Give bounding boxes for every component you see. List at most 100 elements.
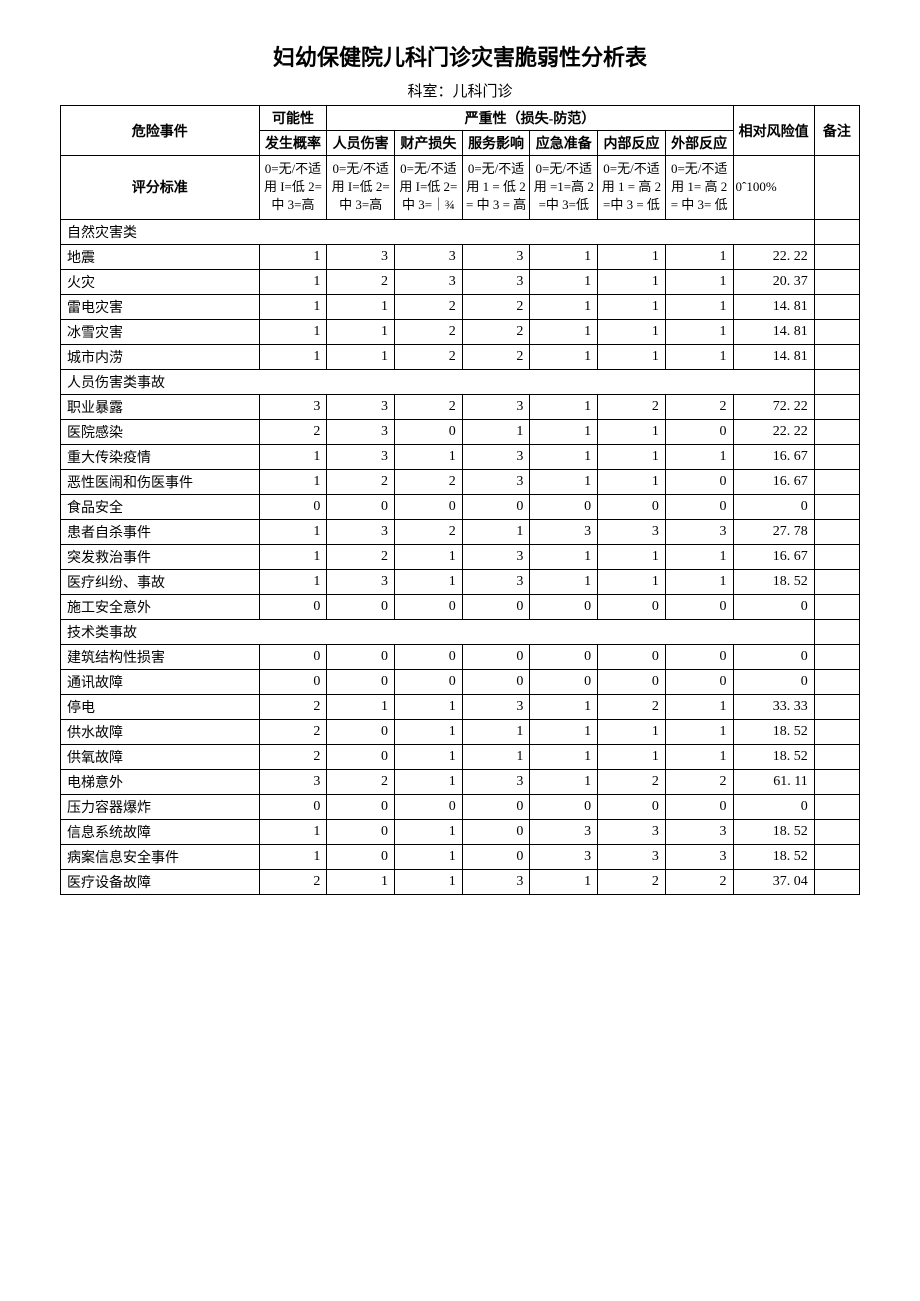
section-row: 技术类事故 bbox=[61, 619, 860, 644]
value-cell: 2 bbox=[327, 769, 395, 794]
hdr-prob-group: 可能性 bbox=[259, 106, 327, 131]
value-cell: 3 bbox=[259, 769, 327, 794]
section-label: 技术类事故 bbox=[61, 619, 815, 644]
hdr-c3: 服务影响 bbox=[462, 131, 530, 156]
table-row: 地震133311122. 22 bbox=[61, 244, 860, 269]
section-label: 人员伤害类事故 bbox=[61, 369, 815, 394]
event-cell: 城市内涝 bbox=[61, 344, 260, 369]
value-cell: 2 bbox=[665, 869, 733, 894]
value-cell: 1 bbox=[598, 344, 666, 369]
hdr-risk: 相对风险值 bbox=[733, 106, 814, 156]
value-cell: 1 bbox=[530, 869, 598, 894]
table-row: 建筑结构性损害00000000 bbox=[61, 644, 860, 669]
risk-cell: 18. 52 bbox=[733, 844, 814, 869]
value-cell: 0 bbox=[462, 594, 530, 619]
value-cell: 1 bbox=[259, 569, 327, 594]
value-cell: 1 bbox=[598, 569, 666, 594]
value-cell: 0 bbox=[327, 744, 395, 769]
event-cell: 恶性医闹和伤医事件 bbox=[61, 469, 260, 494]
hdr-note: 备注 bbox=[814, 106, 859, 156]
value-cell: 0 bbox=[259, 594, 327, 619]
value-cell: 3 bbox=[665, 519, 733, 544]
value-cell: 2 bbox=[259, 744, 327, 769]
value-cell: 0 bbox=[665, 469, 733, 494]
value-cell: 0 bbox=[665, 494, 733, 519]
table-row: 医疗纠纷、事故131311118. 52 bbox=[61, 569, 860, 594]
value-cell: 1 bbox=[598, 419, 666, 444]
risk-cell: 0 bbox=[733, 594, 814, 619]
criteria-prob: 0=无/不适用 I=低 2=中 3=高 bbox=[259, 156, 327, 220]
value-cell: 0 bbox=[395, 794, 463, 819]
table-row: 火灾123311120. 37 bbox=[61, 269, 860, 294]
value-cell: 3 bbox=[327, 244, 395, 269]
value-cell: 3 bbox=[327, 419, 395, 444]
event-cell: 重大传染疫情 bbox=[61, 444, 260, 469]
table-row: 停电211312133. 33 bbox=[61, 694, 860, 719]
value-cell: 0 bbox=[665, 669, 733, 694]
note-cell bbox=[814, 569, 859, 594]
value-cell: 1 bbox=[259, 444, 327, 469]
section-note bbox=[814, 619, 859, 644]
table-row: 供氧故障201111118. 52 bbox=[61, 744, 860, 769]
value-cell: 3 bbox=[530, 819, 598, 844]
section-label: 自然灾害类 bbox=[61, 219, 815, 244]
value-cell: 1 bbox=[462, 519, 530, 544]
table-row: 医院感染230111022. 22 bbox=[61, 419, 860, 444]
value-cell: 1 bbox=[327, 694, 395, 719]
value-cell: 0 bbox=[462, 644, 530, 669]
criteria-risk: 0ˆ100% bbox=[733, 156, 814, 220]
event-cell: 施工安全意外 bbox=[61, 594, 260, 619]
value-cell: 1 bbox=[530, 319, 598, 344]
value-cell: 0 bbox=[598, 594, 666, 619]
value-cell: 2 bbox=[395, 469, 463, 494]
value-cell: 1 bbox=[665, 444, 733, 469]
value-cell: 1 bbox=[530, 394, 598, 419]
value-cell: 0 bbox=[530, 669, 598, 694]
criteria-c5: 0=无/不适用 1 = 高 2=中 3 = 低 bbox=[598, 156, 666, 220]
event-cell: 供氧故障 bbox=[61, 744, 260, 769]
value-cell: 1 bbox=[259, 844, 327, 869]
value-cell: 1 bbox=[395, 869, 463, 894]
value-cell: 1 bbox=[665, 269, 733, 294]
value-cell: 0 bbox=[395, 594, 463, 619]
value-cell: 0 bbox=[327, 494, 395, 519]
value-cell: 0 bbox=[327, 594, 395, 619]
value-cell: 0 bbox=[395, 419, 463, 444]
value-cell: 3 bbox=[327, 519, 395, 544]
risk-cell: 0 bbox=[733, 494, 814, 519]
value-cell: 1 bbox=[598, 294, 666, 319]
note-cell bbox=[814, 494, 859, 519]
value-cell: 3 bbox=[327, 569, 395, 594]
value-cell: 0 bbox=[598, 644, 666, 669]
value-cell: 3 bbox=[327, 394, 395, 419]
value-cell: 3 bbox=[462, 244, 530, 269]
value-cell: 1 bbox=[598, 244, 666, 269]
value-cell: 2 bbox=[462, 319, 530, 344]
table-row: 职业暴露332312272. 22 bbox=[61, 394, 860, 419]
value-cell: 3 bbox=[259, 394, 327, 419]
value-cell: 0 bbox=[259, 794, 327, 819]
risk-cell: 16. 67 bbox=[733, 444, 814, 469]
risk-cell: 61. 11 bbox=[733, 769, 814, 794]
table-row: 重大传染疫情131311116. 67 bbox=[61, 444, 860, 469]
value-cell: 1 bbox=[395, 844, 463, 869]
value-cell: 0 bbox=[395, 644, 463, 669]
risk-cell: 0 bbox=[733, 794, 814, 819]
value-cell: 1 bbox=[259, 819, 327, 844]
value-cell: 2 bbox=[259, 869, 327, 894]
value-cell: 2 bbox=[598, 869, 666, 894]
table-row: 电梯意外321312261. 11 bbox=[61, 769, 860, 794]
value-cell: 0 bbox=[530, 494, 598, 519]
risk-cell: 18. 52 bbox=[733, 569, 814, 594]
value-cell: 1 bbox=[259, 294, 327, 319]
hdr-c1: 人员伤害 bbox=[327, 131, 395, 156]
table-row: 医疗设备故障211312237. 04 bbox=[61, 869, 860, 894]
table-row: 恶性医闹和伤医事件122311016. 67 bbox=[61, 469, 860, 494]
value-cell: 1 bbox=[665, 569, 733, 594]
risk-cell: 22. 22 bbox=[733, 419, 814, 444]
risk-cell: 16. 67 bbox=[733, 544, 814, 569]
note-cell bbox=[814, 294, 859, 319]
value-cell: 0 bbox=[395, 494, 463, 519]
value-cell: 2 bbox=[259, 694, 327, 719]
table-row: 冰雪灾害112211114. 81 bbox=[61, 319, 860, 344]
